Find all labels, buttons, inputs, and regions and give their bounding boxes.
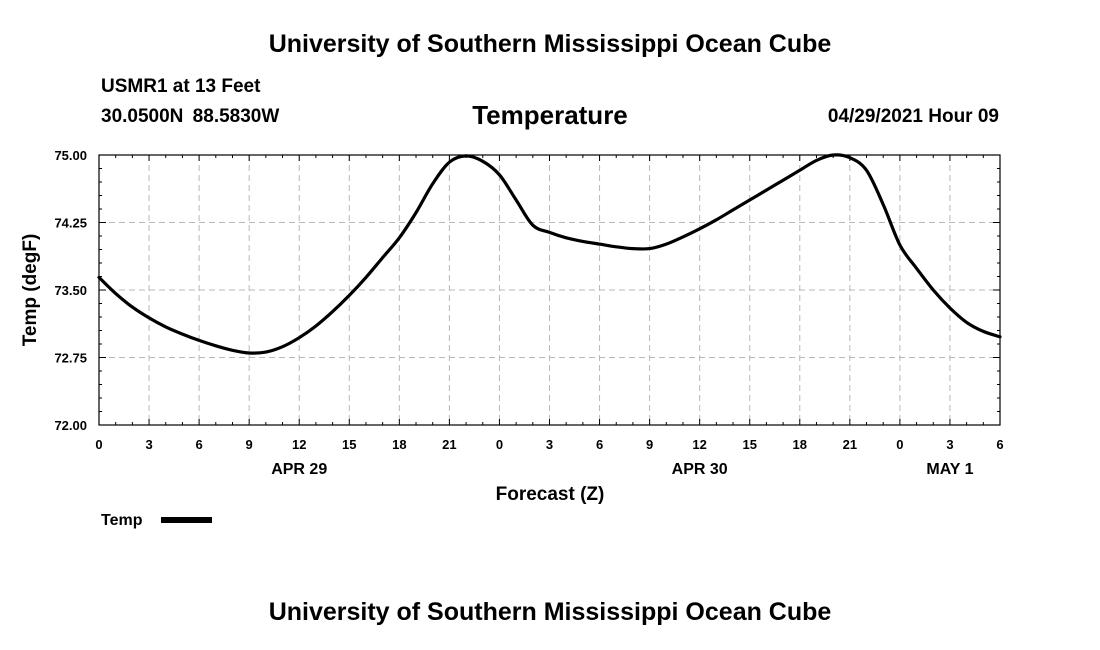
x-tick-label: 21 xyxy=(843,437,857,452)
y-tick-label: 75.00 xyxy=(54,148,87,163)
x-tick-label: 12 xyxy=(292,437,306,452)
x-tick-label: 9 xyxy=(246,437,253,452)
x-tick-label: 6 xyxy=(596,437,603,452)
x-tick-label: 18 xyxy=(392,437,406,452)
y-tick-label: 74.25 xyxy=(54,216,87,231)
x-date-label: APR 29 xyxy=(271,461,327,478)
y-tick-label: 72.75 xyxy=(54,351,87,366)
series-layer xyxy=(97,153,1002,355)
x-tick-label: 15 xyxy=(342,437,356,452)
axis-ticks: 0 3 6 9 12 15 18 21 0 3 6 9 12 15 18 21 0 3 6 72.00 72.75 73.… xyxy=(54,148,1003,478)
y-tick-label: 72.00 xyxy=(54,418,87,433)
x-tick-label: 6 xyxy=(996,437,1003,452)
legend-swatch-temp xyxy=(161,517,212,523)
series-line-temp xyxy=(97,153,1002,355)
chart-title: Temperature xyxy=(472,100,628,130)
x-tick-label: 18 xyxy=(793,437,807,452)
x-tick-label: 12 xyxy=(692,437,706,452)
x-tick-label: 3 xyxy=(546,437,553,452)
legend-label-temp: Temp xyxy=(101,512,143,529)
footer-title: University of Southern Mississippi Ocean… xyxy=(268,598,832,626)
page-title: University of Southern Mississippi Ocean… xyxy=(268,30,832,58)
x-tick-label: 15 xyxy=(742,437,756,452)
x-date-label: APR 30 xyxy=(672,461,728,478)
x-tick-label: 0 xyxy=(496,437,503,452)
station-label: USMR1 at 13 Feet xyxy=(101,76,261,97)
y-tick-label: 73.50 xyxy=(54,283,87,298)
legend: Temp xyxy=(101,512,212,529)
x-tick-label: 3 xyxy=(145,437,152,452)
forecast-timestamp: 04/29/2021 Hour 09 xyxy=(827,106,999,127)
x-tick-label: 9 xyxy=(646,437,653,452)
x-tick-label: 3 xyxy=(946,437,953,452)
y-axis-label: Temp (degF) xyxy=(20,234,41,347)
x-tick-label: 21 xyxy=(442,437,456,452)
x-tick-label: 0 xyxy=(896,437,903,452)
x-tick-label: 0 xyxy=(95,437,102,452)
station-coordinates: 30.0500N 88.5830W xyxy=(101,106,280,127)
x-date-label: MAY 1 xyxy=(926,461,973,478)
x-tick-label: 6 xyxy=(195,437,202,452)
x-axis-label: Forecast (Z) xyxy=(496,484,605,505)
grid-lines xyxy=(99,155,1000,425)
